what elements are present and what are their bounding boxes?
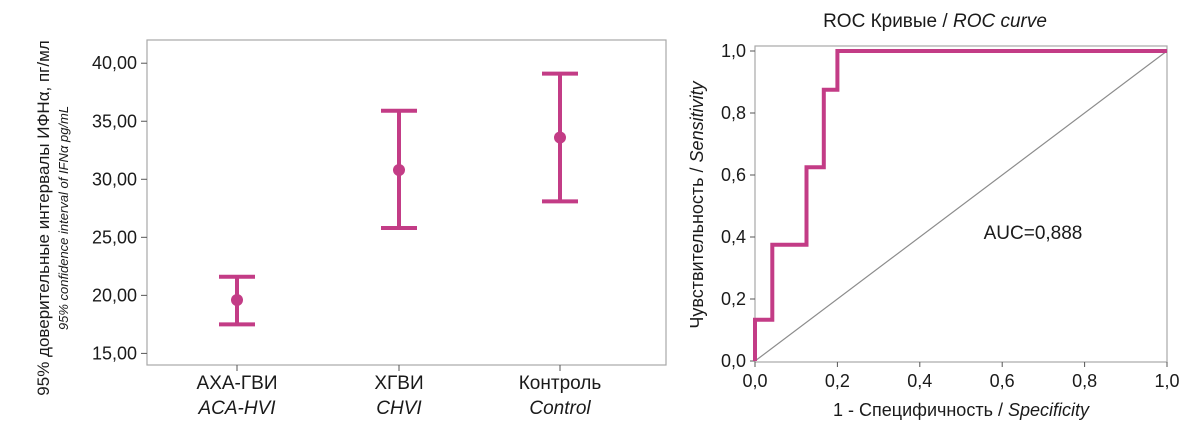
right-plot-frame — [754, 45, 1168, 363]
left-y-tick-label: 30,00 — [92, 169, 137, 189]
left-y-tick-label: 15,00 — [92, 343, 137, 363]
right-y-tick-label: 0,6 — [721, 165, 746, 185]
auc-annotation: AUC=0,888 — [984, 223, 1083, 244]
roc-title-en: ROC curve — [953, 11, 1047, 32]
category-label-en: CHVI — [376, 398, 422, 419]
category-label-ru: ХГВИ — [374, 373, 423, 394]
roc-y-label-en: Sensitivity — [687, 80, 707, 162]
roc-title-ru: ROC Кривые / — [823, 11, 953, 32]
category-label-ru: АХА-ГВИ — [197, 373, 278, 394]
left-y-tick-label: 20,00 — [92, 285, 137, 305]
roc-curve-line — [753, 49, 1167, 361]
right-x-tick-label: 0,6 — [990, 371, 1015, 391]
right-y-tick-label: 0,2 — [721, 289, 746, 309]
roc-x-axis-label: 1 - Специфичность / Specificity — [833, 400, 1090, 420]
left-y-tick-label: 40,00 — [92, 53, 137, 73]
roc-reference-diagonal — [754, 50, 1168, 362]
category-label-en: ACA-HVI — [197, 398, 276, 419]
right-x-tick-label: 0,8 — [1072, 371, 1097, 391]
confidence-interval-panel: 15,00 20,00 25,00 30,00 35,00 40,00 АХА-ГВИ AC… — [34, 39, 667, 419]
right-x-tick-label: 0,0 — [742, 371, 767, 391]
category-label-en: Control — [529, 398, 591, 419]
mean-point — [231, 294, 243, 306]
left-y-axis: 15,00 20,00 25,00 30,00 35,00 40,00 — [92, 53, 147, 363]
right-x-tick-label: 0,4 — [907, 371, 932, 391]
left-y-axis-label-main: 95% доверительные интервалы ИФНα, пг/мл — [34, 40, 53, 395]
right-x-tick-label: 0,2 — [825, 371, 850, 391]
left-y-tick-label: 35,00 — [92, 111, 137, 131]
left-y-tick-label: 25,00 — [92, 227, 137, 247]
mean-point — [393, 164, 405, 176]
left-plot-frame — [146, 39, 667, 366]
category-label-ru: Контроль — [519, 373, 602, 394]
roc-x-label-ru: 1 - Специфичность / — [833, 400, 1008, 420]
roc-panel: ROC Кривые / ROC curve 0,0 0,2 0,4 0,6 0,8 1,… — [687, 11, 1180, 420]
right-x-tick-label: 1,0 — [1154, 371, 1179, 391]
error-bar-3 — [542, 71, 578, 204]
right-y-tick-label: 0,0 — [721, 351, 746, 371]
roc-title: ROC Кривые / ROC curve — [823, 11, 1047, 32]
error-bar-1 — [219, 274, 255, 327]
error-bar-2 — [381, 108, 417, 231]
roc-y-label-ru: Чувствительность / — [687, 162, 707, 328]
left-x-axis-categories: АХА-ГВИ ACA-HVI ХГВИ CHVI Контроль Control — [197, 365, 602, 419]
right-x-axis: 0,0 0,2 0,4 0,6 0,8 1,0 — [742, 362, 1180, 391]
right-y-tick-label: 0,4 — [721, 227, 746, 247]
mean-point — [554, 131, 566, 144]
right-y-axis: 0,0 0,2 0,4 0,6 0,8 1,0 — [721, 41, 755, 371]
right-y-tick-label: 0,8 — [721, 103, 746, 123]
roc-y-axis-label: Чувствительность / Sensitivity — [687, 80, 707, 328]
left-error-bars — [219, 71, 578, 327]
roc-x-label-en: Specificity — [1008, 400, 1090, 420]
right-y-tick-label: 1,0 — [721, 41, 746, 61]
left-y-axis-label-sub: 95% confidence interval of IFNα pg/mL — [56, 106, 71, 330]
